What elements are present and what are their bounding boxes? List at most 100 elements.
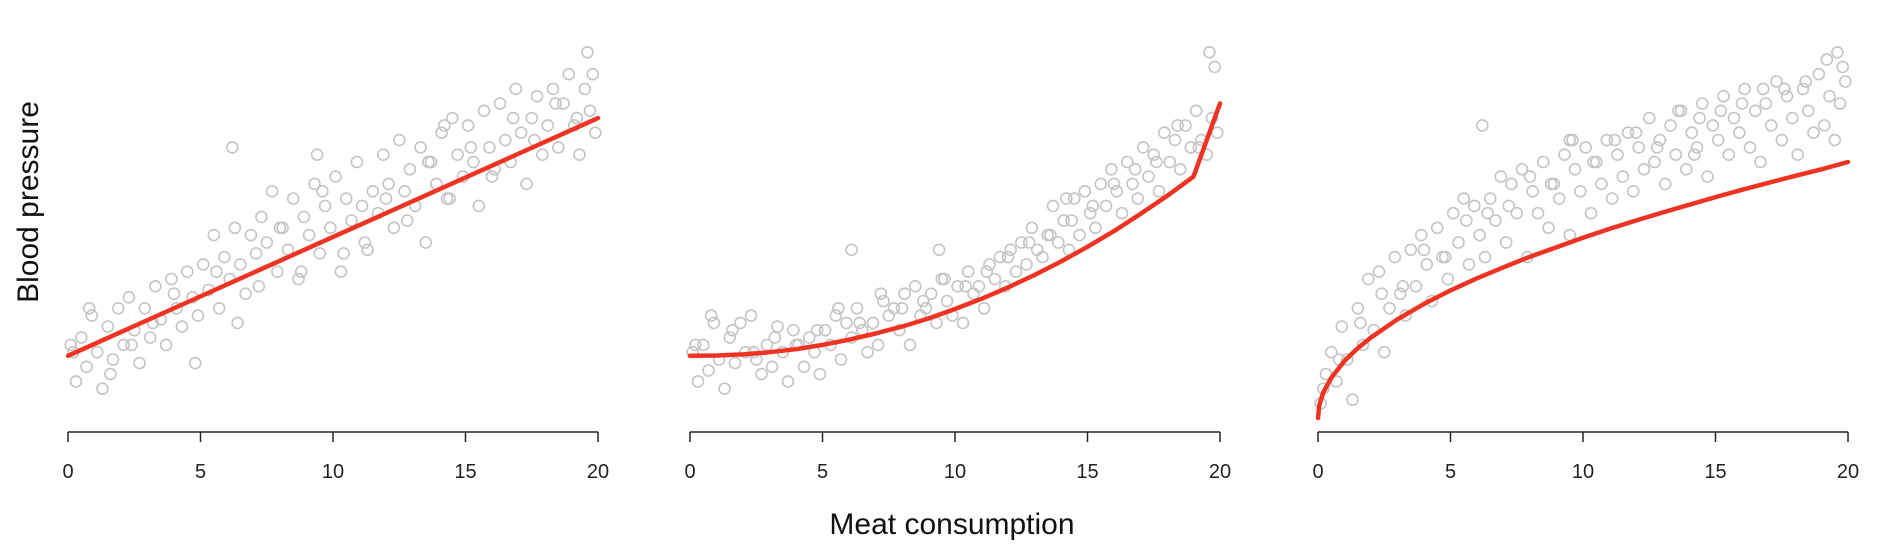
data-point xyxy=(1004,243,1017,257)
data-point xyxy=(1126,177,1139,191)
data-point xyxy=(802,331,816,344)
data-point xyxy=(1714,104,1728,118)
data-point xyxy=(546,82,560,96)
data-point xyxy=(440,192,454,205)
data-point xyxy=(271,265,284,279)
data-point xyxy=(1415,228,1428,242)
data-point xyxy=(191,309,205,322)
data-point xyxy=(1409,279,1423,293)
data-point xyxy=(1396,279,1410,293)
data-point xyxy=(1807,126,1820,139)
data-point xyxy=(1672,104,1685,118)
data-point xyxy=(483,141,496,154)
data-point xyxy=(400,214,414,227)
x-tick-label: 10 xyxy=(944,461,966,483)
data-point xyxy=(1476,119,1489,132)
data-point xyxy=(845,243,858,257)
data-point xyxy=(734,316,747,330)
data-point xyxy=(212,301,226,315)
data-point xyxy=(1648,155,1661,169)
data-point xyxy=(143,331,157,344)
data-point xyxy=(1460,214,1473,227)
data-point xyxy=(1749,104,1762,118)
data-point xyxy=(1722,148,1736,161)
data-point xyxy=(165,272,178,286)
data-point xyxy=(1693,111,1706,125)
data-point xyxy=(64,338,77,352)
data-point xyxy=(1669,148,1683,161)
data-point xyxy=(358,236,372,249)
data-point xyxy=(149,279,162,293)
data-point xyxy=(1778,82,1791,96)
data-point xyxy=(1587,155,1600,169)
data-point xyxy=(106,353,120,366)
data-point xyxy=(1044,228,1057,242)
data-point xyxy=(339,192,353,205)
x-axis-title: Meat consumption xyxy=(829,508,1074,541)
data-point xyxy=(1568,163,1582,176)
data-point xyxy=(1438,250,1452,264)
data-point xyxy=(125,338,138,352)
data-point xyxy=(688,338,702,352)
data-point xyxy=(1836,60,1849,74)
data-point xyxy=(1115,206,1129,220)
data-point xyxy=(419,236,433,249)
data-point xyxy=(1754,155,1767,169)
data-point xyxy=(1046,199,1060,213)
x-tick-label: 0 xyxy=(1312,461,1323,483)
data-point xyxy=(1094,177,1108,191)
data-point xyxy=(82,301,96,315)
data-point xyxy=(903,338,917,352)
data-point xyxy=(1393,287,1407,301)
data-point xyxy=(1325,345,1338,359)
data-point xyxy=(255,210,268,224)
data-point xyxy=(308,177,321,191)
data-point xyxy=(768,331,782,344)
data-point xyxy=(1735,97,1749,110)
data-point xyxy=(898,287,911,301)
data-point xyxy=(1584,206,1598,220)
data-point xyxy=(414,141,427,154)
data-point xyxy=(866,316,880,330)
data-point xyxy=(1431,221,1444,235)
data-point xyxy=(366,185,380,198)
data-point xyxy=(813,367,827,381)
data-point xyxy=(104,367,117,381)
data-point xyxy=(840,316,853,330)
data-point xyxy=(908,279,922,293)
data-point xyxy=(871,338,885,352)
data-point xyxy=(310,148,324,161)
data-point xyxy=(932,243,946,257)
data-point xyxy=(993,250,1007,264)
data-point xyxy=(1828,133,1842,147)
data-point xyxy=(1756,82,1770,96)
data-point xyxy=(1158,126,1171,139)
data-point xyxy=(1791,148,1804,161)
data-point xyxy=(1544,177,1558,191)
data-point xyxy=(1168,133,1182,147)
data-point xyxy=(1674,104,1688,118)
data-point xyxy=(1099,199,1113,213)
data-point xyxy=(392,133,406,147)
x-tick-label: 0 xyxy=(62,461,73,483)
data-point xyxy=(1128,163,1142,176)
data-point xyxy=(728,356,742,370)
data-point xyxy=(1468,199,1481,213)
data-point xyxy=(324,221,337,235)
data-point xyxy=(588,126,602,139)
data-point xyxy=(175,320,189,333)
data-point xyxy=(1690,141,1704,154)
data-point xyxy=(570,111,584,125)
data-point xyxy=(723,331,737,344)
x-tick-label: 20 xyxy=(1209,461,1231,483)
data-point xyxy=(1820,53,1834,66)
data-point xyxy=(988,272,1002,286)
data-point xyxy=(69,375,83,388)
data-point xyxy=(382,177,395,191)
data-point xyxy=(1481,206,1494,220)
data-point xyxy=(1558,148,1571,161)
data-point xyxy=(1563,133,1577,147)
scatter-panel-right: 0 5 10 15 20 xyxy=(1312,45,1859,483)
data-point xyxy=(525,111,539,125)
data-point xyxy=(1083,206,1097,220)
